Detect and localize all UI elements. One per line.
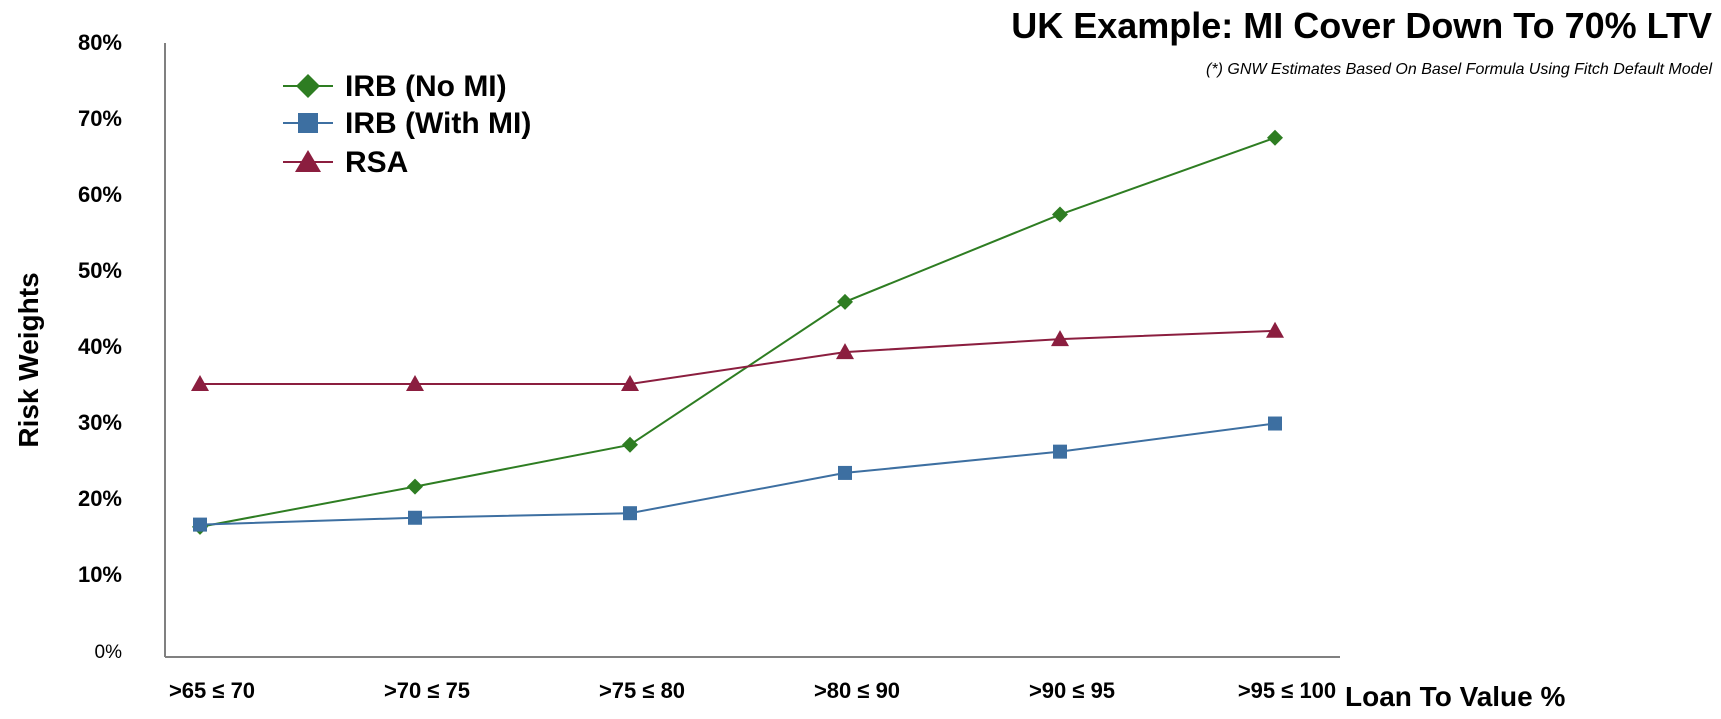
x-tick-label: >80 ≤ 90: [814, 678, 900, 703]
x-tick-label: >90 ≤ 95: [1029, 678, 1115, 703]
y-tick-label: 60%: [78, 182, 122, 207]
square-marker: [193, 517, 207, 532]
chart-subtitle: (*) GNW Estimates Based On Basel Formula…: [1206, 61, 1712, 78]
x-axis-label: Loan To Value %: [1345, 681, 1566, 712]
y-tick-label: 30%: [78, 410, 122, 435]
y-tick-label: 0%: [95, 642, 123, 663]
chart-title: UK Example: MI Cover Down To 70% LTV: [1011, 5, 1712, 46]
x-tick-label: >70 ≤ 75: [384, 678, 470, 703]
square-marker: [838, 465, 852, 480]
triangle-marker: [1266, 321, 1284, 338]
legend-triangle-marker: [295, 150, 321, 172]
triangle-marker: [836, 343, 854, 360]
x-tick-labels: >65 ≤ 70 >70 ≤ 75 >75 ≤ 80 >80 ≤ 90 >90 …: [169, 678, 1336, 703]
diamond-marker: [407, 478, 423, 495]
legend-label: RSA: [345, 146, 408, 179]
series-rsa: [191, 321, 1284, 391]
series-line: [199, 422, 1276, 526]
y-tick-label: 50%: [78, 258, 122, 283]
y-tick-labels: 0% 10% 20% 30% 40% 50% 60% 70% 80%: [78, 30, 122, 663]
y-tick-label: 80%: [78, 30, 122, 55]
x-tick-label: >95 ≤ 100: [1238, 678, 1336, 703]
square-marker: [623, 506, 637, 521]
legend-item-rsa: RSA: [283, 146, 408, 179]
y-tick-label: 70%: [78, 106, 122, 131]
diamond-marker: [1267, 129, 1283, 146]
triangle-marker: [621, 375, 639, 391]
diamond-marker: [837, 293, 853, 310]
triangle-marker: [406, 375, 424, 391]
series-irb-no-mi: [192, 129, 1283, 535]
square-marker: [1053, 444, 1067, 459]
triangle-marker: [191, 375, 209, 391]
x-tick-label: >65 ≤ 70: [169, 678, 255, 703]
x-tick-label: >75 ≤ 80: [599, 678, 685, 703]
square-marker: [408, 510, 422, 525]
legend: IRB (No MI) IRB (With MI) RSA: [283, 70, 531, 179]
square-marker: [1268, 416, 1282, 431]
y-tick-label: 20%: [78, 486, 122, 511]
series-line: [199, 136, 1276, 528]
legend-square-marker: [298, 113, 318, 133]
legend-item-irb-no-mi: IRB (No MI): [283, 70, 507, 103]
triangle-marker: [1051, 330, 1069, 347]
series-layer: [191, 129, 1284, 535]
legend-item-irb-with-mi: IRB (With MI): [283, 107, 531, 140]
series-irb-with-mi: [193, 416, 1282, 532]
diamond-marker: [622, 436, 638, 453]
y-axis-label: Risk Weights: [13, 272, 44, 447]
legend-label: IRB (With MI): [345, 107, 531, 140]
series-line: [200, 329, 1276, 385]
y-tick-label: 40%: [78, 334, 122, 359]
diamond-marker: [1052, 206, 1068, 223]
y-tick-label: 10%: [78, 562, 122, 587]
legend-diamond-marker: [296, 74, 320, 98]
legend-label: IRB (No MI): [345, 70, 507, 103]
